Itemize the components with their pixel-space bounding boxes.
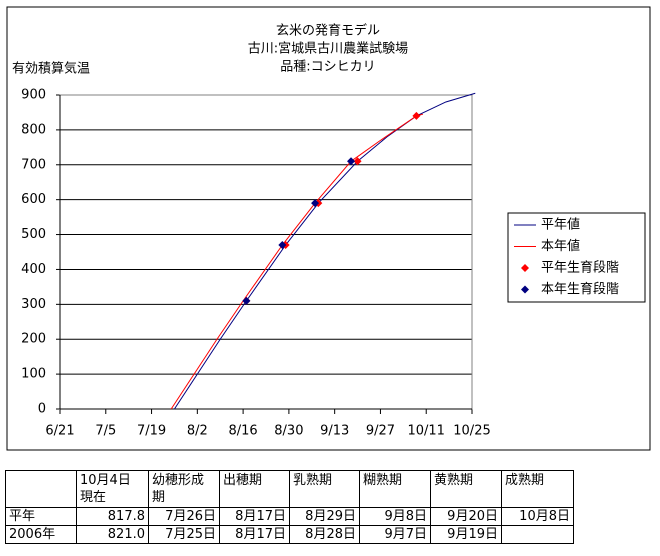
stage-point	[347, 157, 356, 166]
table-cell: 10月4日 現在	[76, 470, 149, 508]
table-row: 2006年 821.0 7月25日 8月17日 8月28日 9月7日 9月19日	[5, 525, 574, 544]
y-tick-label: 700	[21, 157, 46, 172]
x-tick-label: 10/25	[453, 424, 490, 439]
legend-marker	[521, 264, 529, 272]
x-tick-label: 9/13	[320, 424, 349, 439]
y-tick-label: 600	[21, 192, 46, 207]
stage-table: 10月4日 現在 幼穂形成期 出穂期 乳熟期 糊熟期 黄熟期 成熟期 平年 817.8 7月26日…	[5, 470, 574, 544]
stage-point	[311, 199, 320, 208]
y-tick-label: 800	[21, 122, 46, 137]
legend-marker	[521, 285, 529, 294]
legend-label: 本年値	[541, 238, 580, 254]
y-tick-label: 400	[21, 262, 46, 277]
y-tick-label: 0	[38, 402, 46, 417]
x-tick-label: 8/30	[274, 424, 303, 439]
table-cell: 糊熟期	[359, 470, 431, 508]
table-cell: 8月17日	[219, 507, 290, 526]
chart-title: 古川:宮城県古川農業試験場	[248, 41, 408, 57]
table-cell: 黄熟期	[430, 470, 502, 508]
table-row: 平年 817.8 7月26日 8月17日 8月29日 9月8日 9月20日 10月8日	[5, 507, 574, 526]
table-cell: 乳熟期	[289, 470, 360, 508]
series-line	[170, 113, 424, 410]
table-cell	[5, 470, 77, 508]
y-tick-label: 200	[21, 332, 46, 347]
legend-label: 本年生育段階	[541, 281, 619, 297]
table-cell: 7月26日	[148, 507, 220, 526]
table-cell: 2006年	[5, 525, 77, 544]
table-cell: 9月7日	[359, 525, 431, 544]
y-axis-label: 有効積算気温	[12, 61, 90, 77]
chart-frame	[6, 6, 651, 451]
table-cell: 8月28日	[289, 525, 360, 544]
stage-point	[278, 241, 287, 250]
table-cell: 出穂期	[219, 470, 290, 508]
y-tick-label: 100	[21, 367, 46, 382]
table-cell: 8月29日	[289, 507, 360, 526]
table-cell: 817.8	[76, 507, 149, 526]
table-cell: 10月8日	[501, 507, 574, 526]
x-tick-label: 10/11	[407, 424, 444, 439]
legend-label: 平年生育段階	[541, 260, 619, 276]
x-tick-label: 8/16	[229, 424, 258, 439]
x-tick-label: 7/19	[137, 424, 166, 439]
table-cell: 成熟期	[501, 470, 574, 508]
table-cell: 7月25日	[148, 525, 220, 544]
y-tick-label: 300	[21, 297, 46, 312]
table-row: 10月4日 現在 幼穂形成期 出穂期 乳熟期 糊熟期 黄熟期 成熟期	[5, 470, 574, 508]
plot-area	[59, 94, 473, 410]
table-cell: 821.0	[76, 525, 149, 544]
y-tick-label: 500	[21, 227, 46, 242]
table-cell	[501, 525, 574, 544]
table-cell: 平年	[5, 507, 77, 526]
table-cell: 8月17日	[219, 525, 290, 544]
x-tick-label: 7/5	[95, 424, 116, 439]
stage-point	[412, 111, 421, 120]
stage-point	[242, 296, 251, 305]
table-cell: 9月8日	[359, 507, 431, 526]
legend-box	[507, 212, 646, 303]
x-tick-label: 8/2	[187, 424, 208, 439]
chart-title: 品種:コシヒカリ	[280, 59, 375, 75]
chart-title: 玄米の発育モデル	[276, 23, 380, 39]
table-cell: 9月20日	[430, 507, 502, 526]
y-tick-label: 900	[21, 88, 46, 103]
table-cell: 幼穂形成期	[148, 470, 220, 508]
x-tick-label: 9/27	[366, 424, 395, 439]
table-cell: 9月19日	[430, 525, 502, 544]
legend-label: 平年値	[541, 217, 580, 233]
stage-point	[353, 157, 362, 166]
series-line	[174, 92, 476, 410]
x-tick-label: 6/21	[45, 424, 74, 439]
